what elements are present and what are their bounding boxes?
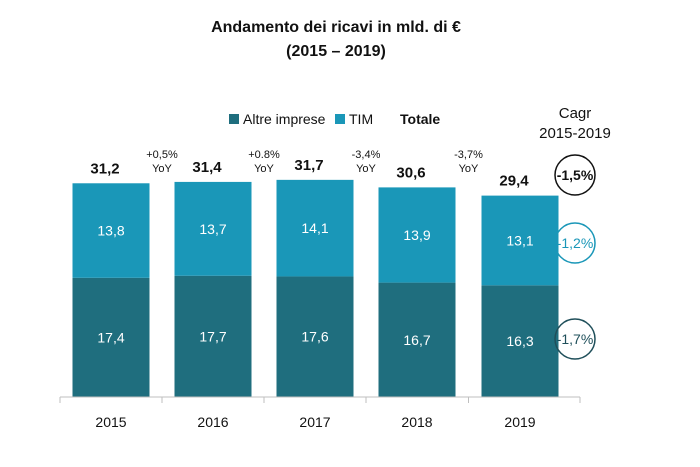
legend-label-totale: Totale: [400, 111, 440, 127]
cagr-altre-value: -1,7%: [557, 331, 594, 347]
label-tim-2015: 13,8: [97, 223, 124, 239]
total-2018: 30,6: [396, 164, 425, 181]
x-tick-2017: 2017: [299, 414, 330, 430]
label-altre-2018: 16,7: [403, 332, 430, 348]
bar-altre-2019: [481, 285, 559, 397]
cagr-total-value: -1,5%: [557, 167, 594, 183]
yoy-unit-3: YoY: [459, 163, 479, 175]
legend-swatch-altre: [229, 114, 239, 124]
legend-label-altre: Altre imprese: [243, 111, 326, 127]
total-2017: 31,7: [294, 157, 323, 174]
x-tick-2016: 2016: [197, 414, 228, 430]
bars-group: 17,4 13,8 31,2 17,7 13,7 31,4 17,6 14,1 31,7 16,7…: [72, 149, 559, 397]
label-tim-2018: 13,9: [403, 227, 430, 243]
cagr-title-line2: 2015-2019: [539, 125, 611, 142]
legend-swatch-tim: [335, 114, 345, 124]
cagr-altre-badge: -1,7%: [554, 318, 596, 360]
label-altre-2015: 17,4: [97, 329, 124, 345]
label-tim-2019: 13,1: [506, 232, 533, 248]
total-2015: 31,2: [90, 160, 119, 177]
bar-altre-2016: [174, 275, 252, 397]
yoy-value-1: +0.8%: [248, 149, 280, 161]
x-tick-2015: 2015: [95, 414, 126, 430]
cagr-total-circle: [554, 154, 596, 196]
bar-tim-2015: [72, 183, 150, 278]
legend: Altre imprese TIM Totale: [229, 111, 440, 127]
yoy-value-2: -3,4%: [352, 149, 381, 161]
bar-altre-2018: [378, 282, 456, 397]
yoy-unit-1: YoY: [254, 163, 274, 175]
label-altre-2019: 16,3: [506, 333, 533, 349]
yoy-value-3: -3,7%: [454, 149, 483, 161]
legend-label-tim: TIM: [349, 111, 373, 127]
label-altre-2017: 17,6: [301, 329, 328, 345]
total-2016: 31,4: [192, 159, 222, 176]
label-altre-2016: 17,7: [199, 328, 226, 344]
bar-tim-2018: [378, 187, 456, 283]
chart-title: Andamento dei ricavi in mld. di €: [211, 19, 461, 36]
label-tim-2016: 13,7: [199, 221, 226, 237]
x-ticks: 2015 2016 2017 2018 2019: [59, 397, 581, 430]
cagr-tim-value: -1,2%: [557, 235, 594, 251]
chart-subtitle: (2015 – 2019): [286, 43, 386, 60]
cagr-altre-circle: [554, 318, 596, 360]
cagr-total-badge: -1,5%: [554, 154, 596, 196]
bar-tim-2017: [276, 179, 354, 277]
bar-altre-2017: [276, 276, 354, 397]
bar-altre-2015: [72, 277, 150, 397]
total-2019: 29,4: [499, 173, 529, 190]
yoy-value-0: +0,5%: [146, 149, 178, 161]
yoy-unit-2: YoY: [356, 163, 376, 175]
cagr-title-line1: Cagr: [559, 105, 592, 122]
x-tick-2019: 2019: [504, 414, 535, 430]
bar-tim-2019: [481, 195, 559, 286]
label-tim-2017: 14,1: [301, 220, 328, 236]
x-tick-2018: 2018: [401, 414, 432, 430]
bar-tim-2016: [174, 181, 252, 276]
cagr-tim-badge: -1,2%: [554, 222, 596, 264]
cagr-tim-circle: [554, 222, 596, 264]
yoy-unit-0: YoY: [152, 163, 172, 175]
